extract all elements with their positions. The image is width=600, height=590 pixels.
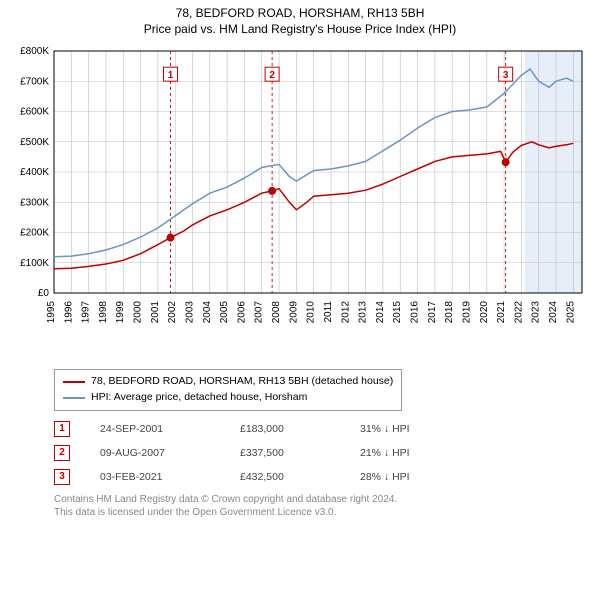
svg-text:1: 1	[168, 70, 174, 81]
svg-text:2003: 2003	[184, 301, 195, 324]
svg-text:2017: 2017	[427, 301, 438, 324]
event-row: 3 03-FEB-2021 £432,500 28% ↓ HPI	[54, 469, 544, 485]
svg-text:2021: 2021	[496, 301, 507, 324]
svg-text:2: 2	[269, 70, 275, 81]
svg-text:2008: 2008	[271, 301, 282, 324]
svg-text:£800K: £800K	[20, 46, 49, 57]
svg-text:2015: 2015	[392, 301, 403, 324]
page-container: 78, BEDFORD ROAD, HORSHAM, RH13 5BH Pric…	[0, 0, 600, 526]
svg-text:2024: 2024	[548, 301, 559, 324]
footnote-line-1: Contains HM Land Registry data © Crown c…	[54, 493, 554, 507]
event-delta: 21% ↓ HPI	[360, 447, 470, 459]
event-price: £432,500	[240, 471, 330, 483]
svg-text:2009: 2009	[288, 301, 299, 324]
svg-text:2014: 2014	[375, 301, 386, 324]
event-number-badge: 1	[54, 421, 70, 437]
svg-text:2011: 2011	[323, 301, 334, 323]
svg-text:£700K: £700K	[20, 76, 49, 87]
title-line-2: Price paid vs. HM Land Registry's House …	[10, 22, 590, 38]
title-line-1: 78, BEDFORD ROAD, HORSHAM, RH13 5BH	[10, 6, 590, 22]
svg-text:2012: 2012	[340, 301, 351, 324]
legend-label: 78, BEDFORD ROAD, HORSHAM, RH13 5BH (det…	[91, 374, 393, 390]
event-date: 09-AUG-2007	[100, 447, 210, 459]
footnote: Contains HM Land Registry data © Crown c…	[54, 493, 554, 520]
svg-text:£300K: £300K	[20, 197, 49, 208]
event-price: £337,500	[240, 447, 330, 459]
legend-swatch	[63, 397, 85, 399]
legend: 78, BEDFORD ROAD, HORSHAM, RH13 5BH (det…	[54, 369, 402, 411]
svg-text:£400K: £400K	[20, 167, 49, 178]
svg-text:2000: 2000	[133, 301, 144, 324]
svg-text:1996: 1996	[63, 301, 74, 324]
svg-text:2019: 2019	[461, 301, 472, 324]
svg-text:£200K: £200K	[20, 228, 49, 239]
event-price: £183,000	[240, 423, 330, 435]
events-table: 1 24-SEP-2001 £183,000 31% ↓ HPI 2 09-AUG-200…	[54, 421, 544, 485]
event-number-badge: 3	[54, 469, 70, 485]
svg-text:2016: 2016	[410, 301, 421, 324]
legend-label: HPI: Average price, detached house, Hors…	[91, 390, 307, 406]
footnote-line-2: This data is licensed under the Open Gov…	[54, 506, 554, 520]
event-delta: 31% ↓ HPI	[360, 423, 470, 435]
svg-text:2007: 2007	[254, 301, 265, 324]
svg-text:2025: 2025	[565, 301, 576, 324]
legend-item: HPI: Average price, detached house, Hors…	[63, 390, 393, 406]
event-date: 03-FEB-2021	[100, 471, 210, 483]
legend-item: 78, BEDFORD ROAD, HORSHAM, RH13 5BH (det…	[63, 374, 393, 390]
svg-text:2020: 2020	[479, 301, 490, 324]
svg-text:2004: 2004	[202, 301, 213, 324]
svg-text:2023: 2023	[531, 301, 542, 324]
chart: £0 £100K £200K £300K £400K £500K £600K £700K £80…	[10, 43, 590, 363]
event-delta: 28% ↓ HPI	[360, 471, 470, 483]
svg-text:2006: 2006	[236, 301, 247, 324]
svg-text:1998: 1998	[98, 301, 109, 324]
svg-text:1999: 1999	[115, 301, 126, 324]
svg-text:£500K: £500K	[20, 137, 49, 148]
event-row: 2 09-AUG-2007 £337,500 21% ↓ HPI	[54, 445, 544, 461]
svg-text:£0: £0	[38, 288, 50, 299]
legend-swatch	[63, 381, 85, 383]
chart-svg: £0 £100K £200K £300K £400K £500K £600K £700K £80…	[10, 43, 590, 363]
svg-text:£100K: £100K	[20, 258, 49, 269]
event-date: 24-SEP-2001	[100, 423, 210, 435]
svg-text:3: 3	[503, 70, 509, 81]
svg-text:2022: 2022	[513, 301, 524, 324]
svg-text:1997: 1997	[81, 301, 92, 324]
svg-text:2010: 2010	[306, 301, 317, 324]
svg-text:£600K: £600K	[20, 107, 49, 118]
svg-text:2005: 2005	[219, 301, 230, 324]
svg-text:1995: 1995	[46, 301, 57, 324]
svg-text:2001: 2001	[150, 301, 161, 324]
event-number-badge: 2	[54, 445, 70, 461]
svg-text:2018: 2018	[444, 301, 455, 324]
svg-text:2013: 2013	[358, 301, 369, 324]
svg-text:2002: 2002	[167, 301, 178, 324]
event-row: 1 24-SEP-2001 £183,000 31% ↓ HPI	[54, 421, 544, 437]
